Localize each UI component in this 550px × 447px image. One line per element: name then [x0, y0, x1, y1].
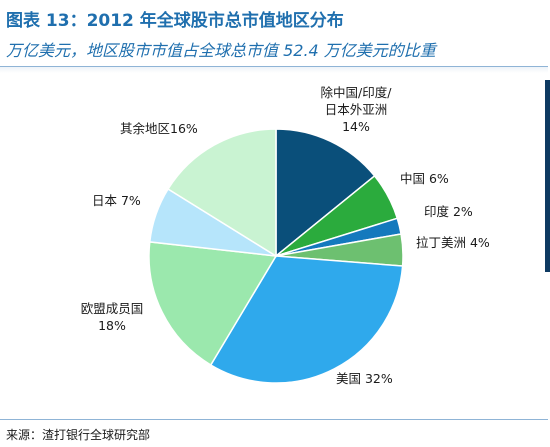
slice-label-china: 中国 6%	[400, 171, 449, 186]
slice-label-line: 日本外亚洲	[325, 102, 388, 117]
pie-slice-asia-ex	[275, 128, 376, 258]
slice-label-latin-america: 拉丁美洲 4%	[416, 235, 490, 250]
slice-label-india: 印度 2%	[424, 204, 473, 219]
slice-label-line: 中国 6%	[400, 171, 449, 186]
slice-label-line: 其余地区16%	[120, 121, 198, 136]
slice-label-line: 日本 7%	[92, 193, 141, 208]
pie-slice-eu	[148, 241, 278, 366]
slice-label-eu: 欧盟成员国 18%	[81, 301, 144, 333]
pie-slice-usa	[209, 255, 404, 384]
slice-label-japan: 日本 7%	[92, 193, 141, 208]
slice-label-rest-of-world: 其余地区16%	[120, 121, 198, 136]
pie-slice-rest-of-world	[167, 128, 277, 258]
slice-label-line: 除中国/印度/	[321, 85, 393, 100]
figure-subtitle: 万亿美元，地区股市市值占全球总市值 52.4 万亿美元的比重	[6, 41, 436, 60]
slice-label-line: 拉丁美洲 4%	[416, 235, 490, 250]
figure-title: 图表 13：2012 年全球股市总市值地区分布	[6, 11, 344, 31]
source-note: 来源：渣打银行全球研究部	[6, 428, 151, 442]
slice-label-asia-ex: 除中国/印度/日本外亚洲 14%	[321, 85, 393, 134]
pie-labels: 除中国/印度/日本外亚洲 14% 中国 6% 印度 2% 拉丁美洲 4% 美国 32% 欧盟…	[81, 85, 490, 386]
accent-rule	[545, 80, 550, 272]
slice-label-line: 美国 32%	[336, 371, 393, 386]
slice-label-line: 印度 2%	[424, 204, 473, 219]
pie-slices	[148, 128, 404, 384]
slice-label-usa: 美国 32%	[336, 371, 393, 386]
slice-label-line: 14%	[342, 119, 370, 134]
slice-label-line: 欧盟成员国	[81, 301, 144, 316]
slice-label-line: 18%	[98, 318, 126, 333]
